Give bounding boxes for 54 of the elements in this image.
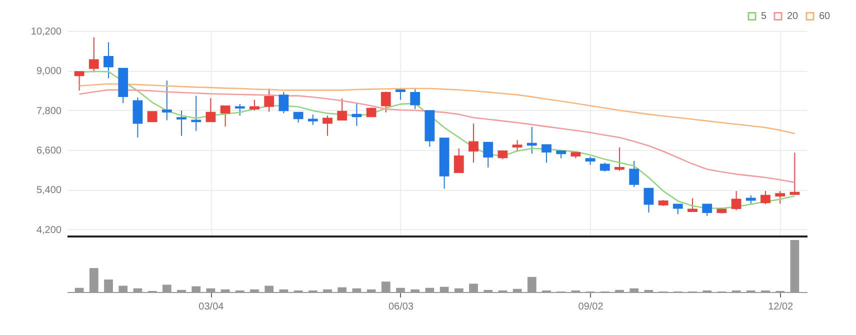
- candlestick: [644, 188, 654, 214]
- x-tick-label: 12/02: [768, 302, 794, 312]
- candlestick: [454, 148, 464, 174]
- candlestick: [526, 126, 537, 154]
- candlestick: [234, 104, 245, 116]
- candlestick: [162, 80, 172, 121]
- candlestick: [176, 110, 186, 136]
- candlestick: [206, 98, 216, 122]
- y-tick-label: 5,400: [36, 185, 62, 196]
- candlestick: [88, 36, 99, 73]
- candlestick: [308, 114, 318, 126]
- candlestick: [629, 160, 640, 188]
- candlestick: [352, 102, 362, 126]
- candlestick: [672, 204, 683, 215]
- candlestick: [337, 98, 348, 120]
- candlestick: [278, 91, 289, 114]
- x-tick-label: 06/03: [388, 302, 414, 312]
- y-tick-label: 10,200: [30, 26, 62, 38]
- candlestick: [760, 190, 770, 205]
- candlestick: [483, 142, 494, 168]
- candlestick: [790, 152, 800, 195]
- candlestick: [542, 144, 552, 164]
- candlestick: [702, 204, 712, 216]
- candlestick: [250, 99, 260, 112]
- candlestick: [322, 115, 332, 136]
- y-tick-label: 4,200: [36, 224, 62, 236]
- candlestick: [512, 140, 522, 152]
- candlestick: [366, 106, 376, 118]
- y-tick-label: 7,800: [36, 106, 62, 117]
- y-tick-label: 6,600: [36, 146, 62, 157]
- candlestick: [264, 88, 274, 112]
- candlestick: [380, 91, 391, 113]
- line-series: [78, 83, 796, 134]
- candlestick: [220, 106, 230, 128]
- x-tick-label: 03/04: [198, 302, 224, 312]
- candlestick: [147, 111, 158, 122]
- candlestick: [775, 190, 786, 204]
- candlestick: [132, 96, 143, 138]
- candlestick: [293, 112, 304, 124]
- candlestick: [74, 71, 84, 92]
- legend-label: 20: [787, 11, 799, 22]
- legend-label: 5: [761, 11, 767, 22]
- candlestick: [396, 88, 406, 100]
- candlestick: [104, 42, 114, 79]
- x-tick-label: 09/02: [578, 302, 604, 312]
- candlestick: [410, 88, 420, 110]
- legend-label: 60: [819, 11, 831, 22]
- line-series: [78, 89, 796, 184]
- candlestick: [731, 190, 742, 211]
- candlestick: [468, 123, 478, 164]
- candlestick: [688, 198, 698, 212]
- candlestick: [191, 95, 202, 132]
- y-tick-label: 9,000: [36, 66, 62, 78]
- candlestick: [614, 146, 624, 172]
